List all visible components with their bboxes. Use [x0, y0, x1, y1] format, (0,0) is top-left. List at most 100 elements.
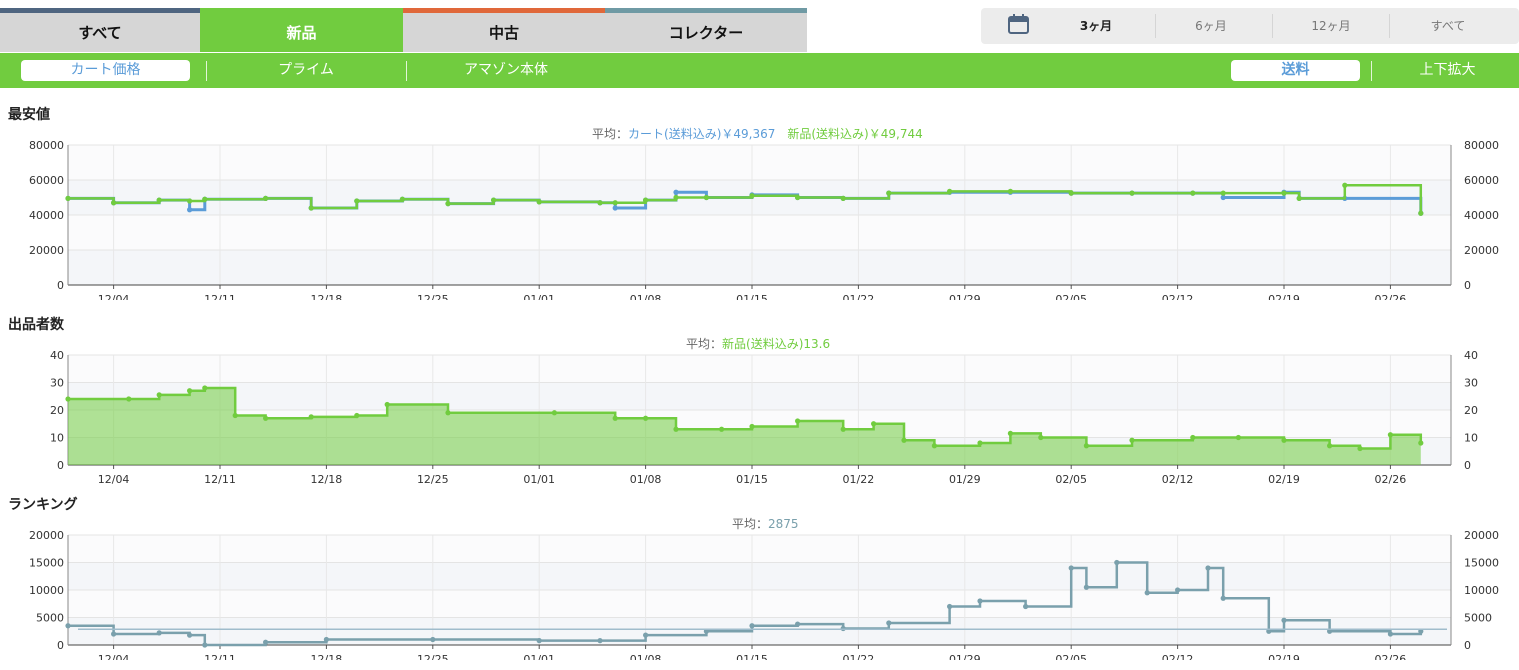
divider	[1272, 14, 1273, 38]
tab-used[interactable]: 中古	[403, 8, 605, 52]
data-point	[719, 426, 725, 432]
data-point	[1418, 440, 1424, 446]
divider	[1389, 14, 1390, 38]
data-point	[947, 188, 953, 194]
sellers-chart: 12/04 12/11 12/18 12/25 01/01 01/08 01/15 01/22…	[50, 350, 1478, 485]
tab-new[interactable]: 新品	[200, 8, 403, 52]
x-tick-label: 02/12	[1162, 653, 1194, 660]
price-section-title: 最安値	[8, 107, 50, 123]
data-point	[156, 630, 162, 636]
data-point	[673, 194, 679, 201]
data-point	[263, 195, 269, 201]
shipping-toggle[interactable]: 送料	[1231, 60, 1360, 81]
data-point	[886, 190, 892, 196]
data-point	[1327, 443, 1333, 449]
y-tick-label: 20000	[1464, 530, 1499, 542]
data-point	[840, 195, 846, 201]
x-tick-label: 01/29	[949, 653, 981, 660]
tab-all[interactable]: すべて	[0, 8, 200, 52]
x-tick-label: 02/26	[1375, 473, 1407, 485]
data-point	[612, 415, 618, 421]
divider	[206, 61, 207, 81]
data-point	[354, 198, 360, 204]
price-average: 平均：カート(送料込み)￥49,367 新品(送料込み)￥49,744	[592, 125, 923, 142]
data-point	[1220, 595, 1226, 601]
data-point	[749, 623, 755, 629]
range-6m[interactable]: 6ヶ月	[1195, 19, 1227, 33]
avg-prefix: 平均：	[732, 517, 769, 531]
x-tick-label: 12/18	[311, 293, 343, 300]
data-point	[643, 415, 649, 421]
data-point	[1296, 195, 1302, 201]
data-point	[536, 638, 542, 644]
x-tick-label: 01/01	[523, 293, 555, 300]
y-tick-label: 60000	[29, 174, 64, 187]
data-point	[1266, 628, 1272, 634]
avg-new: 新品(送料込み)13.6	[722, 337, 831, 351]
data-point	[643, 632, 649, 638]
x-tick-label: 12/11	[204, 293, 236, 300]
tab-accent	[0, 8, 200, 13]
tab-label: 新品	[286, 23, 317, 42]
data-point	[977, 598, 983, 604]
data-point	[156, 197, 162, 203]
avg-new: 新品(送料込み)￥49,744	[787, 127, 923, 141]
x-tick-label: 12/25	[417, 653, 449, 660]
data-point	[795, 621, 801, 627]
data-point	[156, 392, 162, 398]
data-point	[323, 636, 329, 643]
data-point	[612, 200, 618, 206]
data-point	[1144, 590, 1150, 596]
data-point	[977, 440, 983, 446]
y-tick-label: 0	[57, 279, 64, 292]
data-point	[1235, 434, 1241, 441]
data-point	[111, 200, 117, 206]
zoom-toggle[interactable]: 上下拡大	[1419, 62, 1476, 78]
x-tick-label: 01/15	[736, 473, 768, 485]
data-point	[947, 603, 953, 610]
x-tick-label: 12/04	[98, 653, 130, 660]
y-tick-label: 20000	[29, 530, 64, 542]
prime-button[interactable]: プライム	[278, 62, 334, 78]
grid-band	[68, 145, 1451, 180]
amazon-button[interactable]: アマゾン本体	[464, 62, 548, 78]
x-tick-label: 12/04	[98, 473, 130, 485]
data-point	[65, 195, 71, 201]
data-point	[308, 205, 314, 211]
data-point	[1357, 445, 1363, 452]
x-tick-label: 01/22	[843, 473, 875, 485]
grid-band	[68, 382, 1451, 410]
x-tick-label: 02/05	[1055, 473, 1087, 485]
y-tick-label: 20	[1464, 404, 1478, 417]
data-point	[187, 388, 193, 394]
x-tick-label: 01/08	[630, 293, 662, 300]
data-point	[491, 197, 497, 203]
range-12m[interactable]: 12ヶ月	[1311, 19, 1351, 33]
range-all[interactable]: すべて	[1430, 19, 1466, 33]
data-point	[1387, 631, 1393, 637]
data-point	[1281, 190, 1287, 196]
y-tick-label: 15000	[1464, 557, 1499, 570]
divider	[1371, 61, 1372, 81]
data-point	[1023, 603, 1029, 610]
y-tick-label: 0	[57, 639, 64, 652]
cart-price-button[interactable]: カート価格	[21, 60, 190, 81]
data-point	[126, 396, 132, 402]
x-tick-label: 01/22	[843, 653, 875, 660]
grid-band	[68, 562, 1451, 590]
tab-collector[interactable]: コレクター	[605, 8, 807, 52]
calendar-icon[interactable]	[1008, 14, 1029, 34]
data-point	[430, 636, 436, 643]
range-3m[interactable]: 3ヶ月	[1079, 19, 1113, 33]
x-tick-label: 01/01	[523, 473, 555, 485]
y-tick-label: 10000	[29, 584, 64, 597]
tab-label: コレクター	[668, 23, 744, 42]
data-point	[1083, 443, 1089, 449]
x-tick-label: 01/15	[736, 653, 768, 660]
tab-label: 中古	[488, 23, 519, 42]
y-tick-label: 40	[1464, 350, 1478, 362]
divider	[406, 61, 407, 81]
x-tick-label: 02/19	[1268, 473, 1300, 485]
data-point	[111, 631, 117, 637]
data-point	[445, 410, 451, 416]
